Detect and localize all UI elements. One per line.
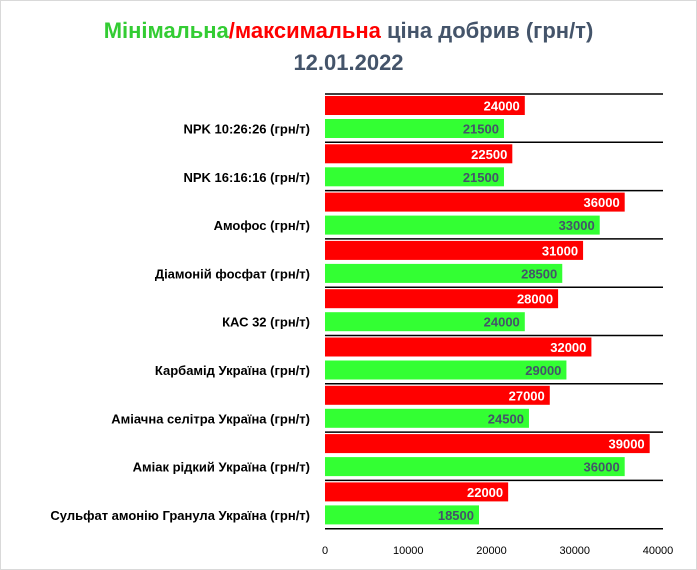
- data-label-max: 36000: [584, 195, 620, 210]
- title-min-word: Мінімальна: [103, 18, 229, 43]
- data-label-max: 31000: [542, 243, 578, 258]
- category-label: Аміак рідкий Україна (грн/т): [133, 460, 310, 475]
- category-label: NPK 10:26:26 (грн/т): [183, 122, 310, 137]
- bar-max: [325, 434, 650, 454]
- bar-min: [325, 360, 567, 380]
- category-label: Аміачна селітра Україна (грн/т): [111, 411, 310, 426]
- x-tick-label: 20000: [476, 545, 507, 557]
- category-label: Амофос (грн/т): [214, 218, 310, 233]
- data-label-min: 21500: [463, 122, 499, 137]
- category-label: NPK 16:16:16 (грн/т): [183, 170, 310, 185]
- bar-min: [325, 263, 563, 283]
- data-label-max: 39000: [609, 437, 645, 452]
- data-label-max: 27000: [509, 388, 545, 403]
- category-label: Сульфат амонію Гранула Україна (грн/т): [50, 508, 310, 523]
- bar-max: [325, 337, 592, 357]
- bar-max: [325, 289, 559, 309]
- data-label-min: 29000: [525, 363, 561, 378]
- x-tick-label: 0: [322, 545, 328, 557]
- data-label-max: 32000: [550, 340, 586, 355]
- bar-min: [325, 408, 529, 428]
- data-label-min: 21500: [463, 170, 499, 185]
- data-label-min: 18500: [438, 508, 474, 523]
- category-label: Карбамід Україна (грн/т): [155, 363, 310, 378]
- bar-max: [325, 144, 513, 164]
- title-rest: ціна добрив (грн/т): [380, 18, 594, 43]
- data-label-min: 24000: [484, 315, 520, 330]
- bar-min: [325, 215, 600, 235]
- data-label-max: 24000: [484, 99, 520, 114]
- bar-max: [325, 240, 584, 260]
- x-tick-label: 40000: [643, 545, 674, 557]
- bar-min: [325, 505, 480, 525]
- data-label-min: 28500: [521, 266, 557, 281]
- title-max-word: максимальна: [234, 18, 381, 43]
- x-tick-label: 30000: [559, 545, 590, 557]
- bar-max: [325, 192, 625, 212]
- bar-max: [325, 96, 525, 115]
- bar-min: [325, 312, 525, 332]
- data-label-max: 22500: [471, 147, 507, 162]
- bar-min: [325, 119, 504, 138]
- chart-title: Мінімальна/максимальна ціна добрив (грн/…: [0, 18, 697, 44]
- data-label-max: 28000: [517, 292, 553, 307]
- bar-min: [325, 457, 625, 477]
- data-label-min: 33000: [559, 218, 595, 233]
- bar-max: [325, 385, 550, 405]
- data-label-max: 22000: [467, 485, 503, 500]
- data-label-min: 24500: [488, 411, 524, 426]
- chart-date: 12.01.2022: [293, 50, 404, 75]
- x-tick-label: 10000: [393, 545, 424, 557]
- category-label: Діамоній фосфат (грн/т): [155, 266, 310, 281]
- bar-max: [325, 482, 509, 502]
- bar-min: [325, 167, 504, 187]
- category-label: КАС 32 (грн/т): [222, 315, 310, 330]
- data-label-min: 36000: [584, 460, 620, 475]
- title-slash: /: [228, 18, 235, 43]
